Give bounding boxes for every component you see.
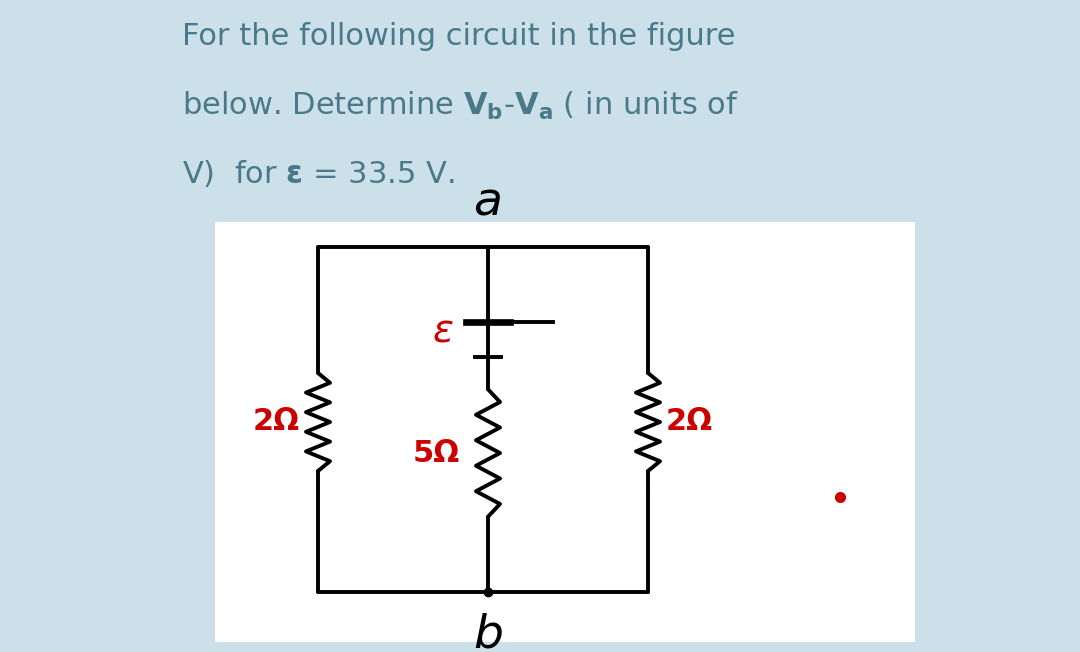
Text: 2Ω: 2Ω [666,408,713,436]
Text: b: b [473,612,503,652]
Text: 5Ω: 5Ω [413,439,460,467]
Text: 2Ω: 2Ω [253,408,300,436]
Text: V)  for $\boldsymbol{\varepsilon}$ = 33.5 V.: V) for $\boldsymbol{\varepsilon}$ = 33.5… [183,158,455,189]
Text: For the following circuit in the figure: For the following circuit in the figure [183,22,735,51]
Bar [215,222,915,642]
Text: ε: ε [432,312,453,351]
Text: a: a [473,180,502,225]
Text: below. Determine $\mathbf{V_b}$-$\mathbf{V_a}$ ( in units of: below. Determine $\mathbf{V_b}$-$\mathbf… [183,90,739,122]
